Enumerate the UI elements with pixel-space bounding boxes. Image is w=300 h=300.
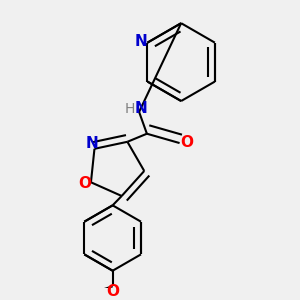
Text: O: O bbox=[78, 176, 91, 191]
Text: N: N bbox=[85, 136, 98, 151]
Text: O: O bbox=[106, 284, 119, 299]
Text: N: N bbox=[134, 101, 147, 116]
Text: H: H bbox=[124, 102, 135, 116]
Text: N: N bbox=[135, 34, 148, 49]
Text: O: O bbox=[180, 135, 193, 150]
